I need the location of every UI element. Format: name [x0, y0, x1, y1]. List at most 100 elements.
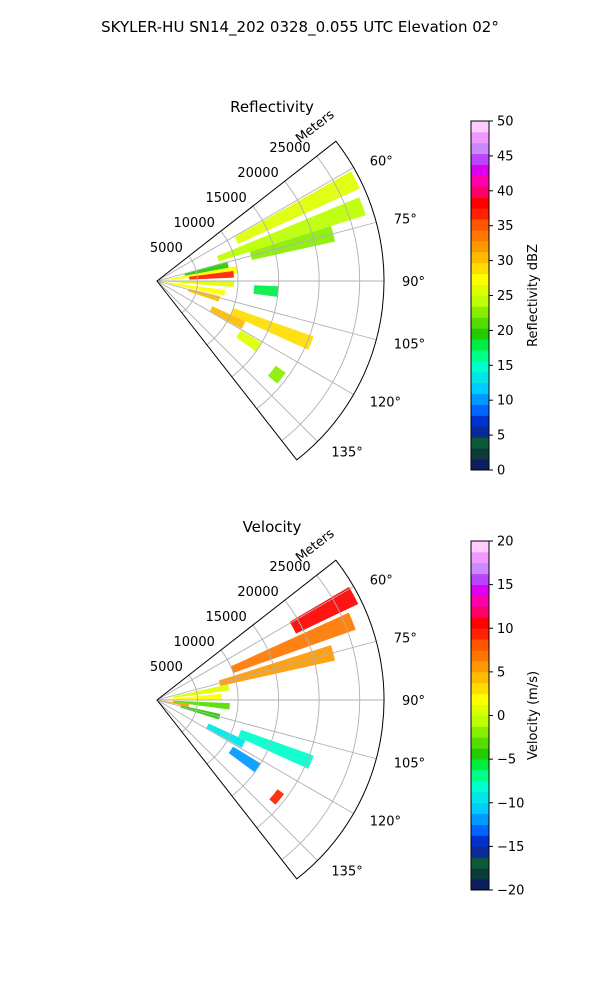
velocity-panel: Velocity 5000 10000 15000 20000 25000 60° 75°… — [150, 518, 425, 880]
velocity-range-ring — [206, 649, 239, 765]
reflectivity-colorbar-band — [471, 186, 489, 198]
reflectivity-colorbar-band — [471, 164, 489, 176]
reflectivity-colorbar-band — [471, 404, 489, 416]
reflectivity-colorbar-tick-label: 5 — [497, 429, 505, 444]
reflectivity-colorbar-tick-label: 45 — [497, 149, 514, 164]
velocity-azimuth-spoke — [156, 699, 354, 814]
reflectivity-azimuth-spoke — [156, 221, 377, 282]
velocity-azimuth-ticks: 60° 75° 90° 105° 120° 135° — [331, 574, 425, 880]
reflectivity-colorbar-tick-label: 20 — [497, 324, 514, 339]
reflectivity-azimuth-tick-label: 135° — [331, 445, 362, 460]
reflectivity-colorbar-tick-label: 10 — [497, 394, 514, 409]
velocity-colorbar-tick-label: 15 — [497, 578, 514, 593]
velocity-colorbar-ticks: −20 −15 −10 −5 0 5 10 15 20 — [489, 535, 524, 899]
reflectivity-colorbar-ticks: 0 5 10 15 20 25 30 35 40 45 50 — [489, 115, 514, 479]
velocity-colorbar: −20 −15 −10 −5 0 5 10 15 20 Velocity (m/s) — [470, 535, 541, 899]
velocity-colorbar-band — [471, 671, 489, 684]
reflectivity-colorbar-band — [471, 153, 489, 166]
velocity-colorbar-band — [471, 551, 489, 564]
reflectivity-colorbar-tick-label: 50 — [497, 115, 514, 130]
reflectivity-colorbar-band — [471, 219, 489, 231]
velocity-range-tick-label: 15000 — [205, 610, 246, 625]
reflectivity-range-tick-label: 15000 — [205, 191, 246, 206]
reflectivity-range-tick-label: 25000 — [269, 141, 310, 156]
velocity-colorbar-band — [471, 737, 489, 749]
reflectivity-azimuth-spoke — [156, 280, 318, 442]
velocity-colorbar-band — [471, 802, 489, 815]
reflectivity-colorbar-band — [471, 360, 489, 373]
velocity-colorbar-tick-label: 10 — [497, 622, 514, 637]
reflectivity-range-ring — [181, 255, 198, 314]
velocity-colorbar-band — [471, 726, 489, 738]
reflectivity-colorbar-band — [471, 230, 489, 242]
reflectivity-azimuth-spoke — [156, 167, 354, 282]
reflectivity-colorbar-tick-label: 25 — [497, 289, 514, 304]
reflectivity-colorbar-band — [471, 317, 489, 329]
velocity-data-cell — [157, 693, 222, 700]
velocity-colorbar-tick-label: 5 — [497, 665, 505, 680]
reflectivity-range-ring — [206, 230, 239, 346]
velocity-colorbar-band — [471, 693, 489, 705]
velocity-range-ring — [231, 624, 280, 797]
figure-suptitle: SKYLER-HU SN14_202 0328_0.055 UTC Elevat… — [101, 18, 499, 37]
velocity-colorbar-tick-label: −10 — [497, 796, 524, 811]
velocity-range-tick-label: 10000 — [174, 635, 215, 650]
velocity-colorbar-band — [471, 541, 489, 553]
reflectivity-sector-outline — [156, 140, 385, 461]
reflectivity-data-cell — [253, 285, 279, 297]
reflectivity-colorbar-band — [471, 306, 489, 318]
velocity-colorbar-band — [471, 650, 489, 662]
reflectivity-colorbar-band — [471, 448, 489, 460]
velocity-colorbar-band — [471, 824, 489, 836]
reflectivity-colorbar-tick-label: 30 — [497, 254, 514, 269]
reflectivity-data-cell — [267, 365, 286, 384]
reflectivity-azimuth-ticks: 60° 75° 90° 105° 120° 135° — [331, 155, 425, 461]
reflectivity-azimuth-tick-label: 105° — [394, 337, 425, 352]
velocity-azimuth-spoke — [156, 640, 377, 701]
velocity-colorbar-band — [471, 857, 489, 869]
velocity-colorbar-tick-label: −5 — [497, 753, 516, 768]
reflectivity-colorbar-band — [471, 328, 489, 340]
velocity-colorbar-band — [471, 813, 489, 825]
velocity-data-cell — [206, 723, 246, 748]
reflectivity-range-ring — [281, 155, 361, 442]
velocity-colorbar-label: Velocity (m/s) — [526, 671, 541, 760]
reflectivity-colorbar-band — [471, 371, 489, 384]
reflectivity-colorbar-band — [471, 240, 489, 253]
reflectivity-colorbar-band — [471, 251, 489, 264]
velocity-azimuth-tick-label: 60° — [370, 574, 393, 589]
reflectivity-colorbar-band — [471, 382, 489, 395]
velocity-range-ticks: 5000 10000 15000 20000 25000 — [150, 560, 311, 675]
velocity-data-cell — [228, 746, 261, 773]
reflectivity-grid — [156, 155, 384, 442]
velocity-colorbar-band — [471, 660, 489, 673]
reflectivity-colorbar-band — [471, 339, 489, 351]
velocity-colorbar-band — [471, 682, 489, 695]
reflectivity-colorbar-bands — [471, 121, 489, 471]
reflectivity-colorbar-band — [471, 437, 489, 449]
velocity-data-cell — [289, 586, 359, 634]
velocity-azimuth-tick-label: 135° — [331, 864, 362, 879]
reflectivity-colorbar-band — [471, 295, 489, 307]
velocity-range-tick-label: 5000 — [150, 660, 183, 675]
velocity-data-cell — [173, 700, 230, 710]
velocity-sector-frame — [156, 559, 385, 880]
reflectivity-azimuth-tick-label: 90° — [402, 275, 425, 290]
reflectivity-colorbar-band — [471, 284, 489, 296]
reflectivity-data-cell — [216, 197, 366, 262]
reflectivity-colorbar-band — [471, 350, 489, 362]
reflectivity-colorbar-tick-label: 15 — [497, 359, 514, 374]
velocity-grid — [156, 574, 384, 861]
velocity-azimuth-tick-label: 90° — [402, 694, 425, 709]
reflectivity-data-cell — [189, 270, 234, 280]
reflectivity-data-cell — [157, 280, 235, 288]
reflectivity-colorbar-band — [471, 393, 489, 405]
velocity-colorbar-band — [471, 584, 489, 596]
velocity-azimuth-tick-label: 120° — [370, 815, 401, 830]
reflectivity-data-cells — [157, 171, 366, 384]
reflectivity-range-ring — [231, 205, 280, 378]
velocity-data-cells — [157, 586, 359, 805]
velocity-colorbar-band — [471, 639, 489, 651]
velocity-azimuth-spoke — [156, 586, 354, 701]
